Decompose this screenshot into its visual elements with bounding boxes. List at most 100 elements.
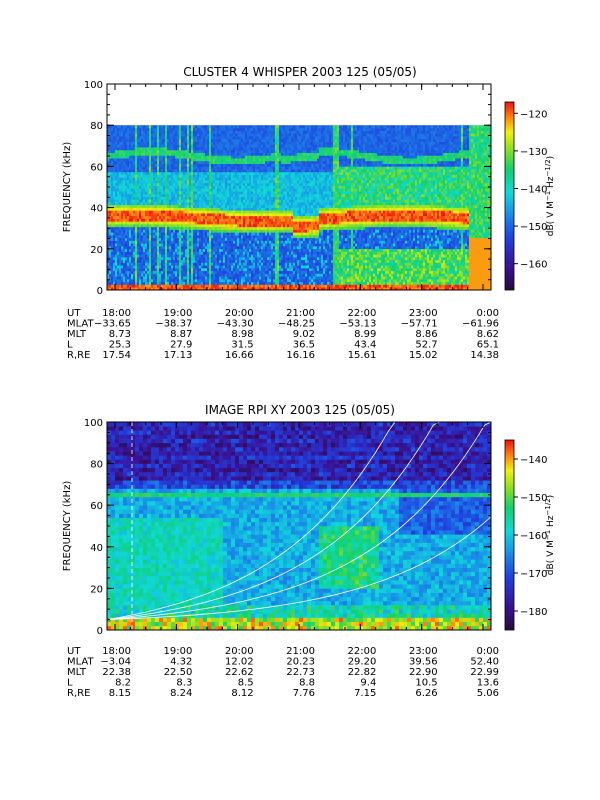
heat-cell [117,138,120,142]
heat-cell [195,133,198,137]
heat-cell [211,174,214,178]
heat-cell [237,136,240,140]
heat-cell [147,221,150,225]
heat-cell [219,158,222,162]
heat-cell [225,141,228,145]
heat-cell [235,259,238,263]
heat-cell [187,136,190,140]
heat-cell [141,130,144,134]
heat-cell [177,243,180,247]
heat-cell [267,235,270,239]
heat-cell [261,147,264,151]
heat-cell [127,144,130,148]
heat-cell [111,174,114,178]
heat-cell [195,196,198,200]
heat-cell [151,226,154,230]
heat-cell [191,281,194,285]
heat-cell [271,155,274,159]
heat-cell [243,188,246,192]
heat-cell [223,270,226,274]
heat-cell [179,188,182,192]
heat-cell [139,265,142,269]
heat-cell [245,273,248,277]
heat-cell [211,138,214,142]
heat-cell [163,193,166,197]
heat-cell [245,177,248,181]
heat-cell [251,193,254,197]
heat-cell [235,163,238,167]
heat-cell [255,235,258,239]
heat-cell [185,204,188,208]
heat-cell [129,202,132,206]
heat-cell [159,152,162,156]
heat-cell [189,215,192,219]
heat-cell [235,155,238,159]
heat-cell [111,196,114,200]
heat-cell [191,204,194,208]
heat-cell [219,177,222,181]
heat-cell [159,160,162,164]
heat-cell [241,147,244,151]
heat-cell [229,169,232,173]
heat-cell [131,127,134,131]
heat-cell [263,136,266,140]
heat-cell [153,259,156,263]
heat-cell [245,210,248,214]
heat-cell [211,284,214,288]
heat-cell [197,226,200,230]
heat-cell [199,218,202,222]
heat-cell [223,199,226,203]
heat-cell [225,235,228,239]
heat-cell [109,221,112,225]
heat-cell [247,270,250,274]
heat-cell [271,199,274,203]
heat-cell [217,248,220,252]
heat-cell [171,133,174,137]
heat-cell [211,218,214,222]
heat-cell [229,248,232,252]
heat-cell [175,279,178,283]
heat-cell [119,130,122,134]
heat-cell [247,235,250,239]
heat-cell [217,259,220,263]
heat-cell [125,226,128,230]
heat-cell [199,204,202,208]
heat-cell [241,138,244,142]
heat-cell [121,207,124,211]
heat-cell [249,204,252,208]
heat-cell [125,130,128,134]
heat-cell [127,160,130,164]
heat-cell [249,276,252,280]
heat-cell [115,180,118,184]
heat-cell [213,221,216,225]
heat-cell [127,193,130,197]
heat-cell [193,160,196,164]
heat-cell [265,257,268,261]
heat-cell [257,149,260,153]
heat-cell [187,155,190,159]
heat-cell [225,213,228,217]
heat-cell [193,259,196,263]
heat-cell [237,141,240,145]
heat-cell [111,276,114,280]
heat-cell [185,152,188,156]
heat-cell [169,171,172,175]
heat-cell [227,147,230,151]
heat-cell [237,147,240,151]
heat-cell [135,207,138,211]
heat-cell [155,130,158,134]
heat-cell [153,152,156,156]
heat-cell [203,133,206,137]
heat-cell [139,224,142,228]
heat-cell [235,229,238,233]
heat-cell [181,199,184,203]
heat-cell [227,210,230,214]
heat-cell [123,232,126,236]
heat-cell [249,125,252,129]
heat-cell [211,196,214,200]
heat-cell [179,147,182,151]
heat-cell [163,221,166,225]
heat-cell [197,243,200,247]
heat-cell [247,127,250,131]
heat-cell [159,196,162,200]
